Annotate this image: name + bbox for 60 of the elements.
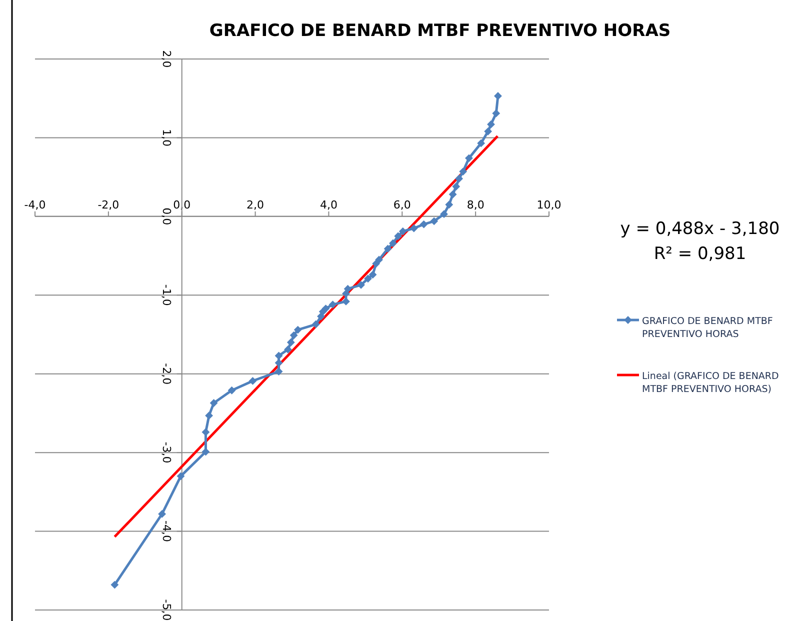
point xyxy=(410,224,418,232)
point xyxy=(484,127,492,136)
point xyxy=(477,139,486,148)
x-tick-label: -2,0 xyxy=(98,198,120,212)
point xyxy=(286,338,295,346)
point xyxy=(492,109,500,118)
x-tick-label: 4,0 xyxy=(320,198,338,212)
point xyxy=(158,510,166,518)
point xyxy=(430,217,438,226)
y-tick-label: -5,0 xyxy=(160,599,173,621)
text: y = 0,488x - 3,180 xyxy=(620,219,780,239)
y-tick-label: -3,0 xyxy=(160,442,173,464)
point xyxy=(487,120,495,128)
point xyxy=(284,345,292,354)
point xyxy=(274,368,283,376)
y-tick-label: 2,0 xyxy=(160,50,173,68)
point xyxy=(317,312,325,320)
point xyxy=(344,284,352,293)
point xyxy=(357,280,365,289)
point xyxy=(445,200,454,209)
point xyxy=(398,227,407,236)
point xyxy=(452,182,460,190)
x-tick-label: 0,0 xyxy=(173,198,191,212)
chart-title: GRAFICO DE BENARD MTBF PREVENTIVO HORAS xyxy=(209,21,671,41)
text: R² = 0,981 xyxy=(654,244,746,264)
point xyxy=(384,244,392,253)
point xyxy=(205,412,213,420)
point xyxy=(294,326,302,334)
point xyxy=(210,399,218,407)
point xyxy=(290,331,298,340)
point xyxy=(228,386,236,394)
point xyxy=(248,376,257,385)
point xyxy=(364,274,372,283)
point xyxy=(375,256,383,264)
y-tick-label: -2,0 xyxy=(160,363,173,385)
point xyxy=(465,154,473,162)
x-tick-label: 2,0 xyxy=(246,198,264,212)
point xyxy=(312,320,320,328)
point xyxy=(368,270,377,279)
point xyxy=(494,92,502,100)
point xyxy=(176,472,185,480)
legend-label: Lineal (GRAFICO DE BENARD MTBF PREVENTIVO HORAS) xyxy=(642,371,779,395)
point xyxy=(459,168,468,176)
y-tick-label: 1,0 xyxy=(160,128,173,146)
point xyxy=(389,239,397,248)
point xyxy=(394,232,402,240)
point xyxy=(448,190,457,198)
point xyxy=(455,174,464,183)
point xyxy=(328,300,337,309)
point xyxy=(110,580,119,589)
point xyxy=(322,304,330,312)
point xyxy=(440,210,448,218)
x-tick-label: 10,0 xyxy=(536,198,562,212)
x-tick-label: 8,0 xyxy=(466,198,484,212)
legend-label: GRAFICO DE BENARD MTBF PREVENTIVO HORAS xyxy=(642,316,773,340)
y-tick-label: -1,0 xyxy=(160,284,173,306)
point xyxy=(420,220,428,228)
y-tick-label: -4,0 xyxy=(160,520,173,542)
x-tick-label: -4,0 xyxy=(24,198,46,212)
x-tick-label: 6,0 xyxy=(393,198,411,212)
